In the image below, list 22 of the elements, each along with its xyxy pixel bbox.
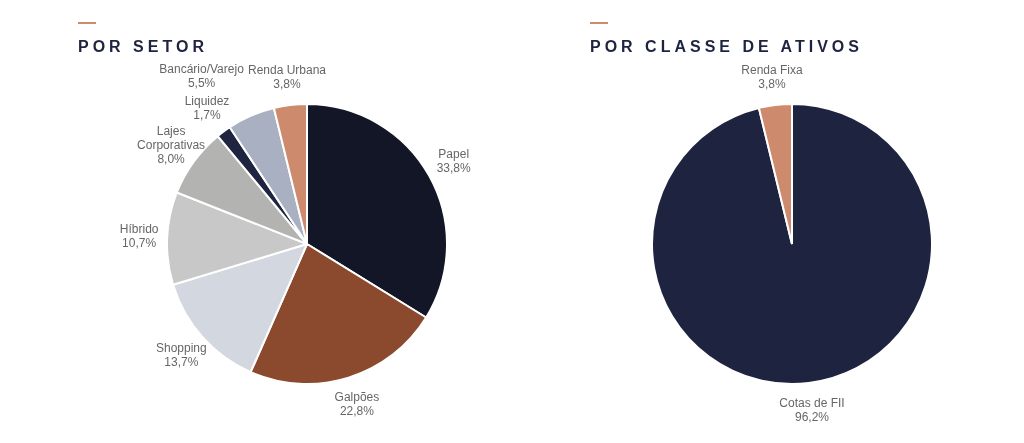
data-label: 13,7% (164, 354, 199, 369)
data-label: 8,0% (157, 151, 186, 166)
data-label: 3,8% (758, 76, 786, 91)
slice-label: Renda Fixa (741, 62, 803, 77)
slice-label: Bancário/Varejo (159, 61, 245, 76)
slice-label: Galpões (334, 389, 380, 404)
data-label: 3,8% (273, 76, 301, 91)
slice-label: Papel (438, 147, 470, 162)
data-label: 33,8% (436, 161, 472, 176)
slice-label: Cotas de FII (779, 396, 845, 411)
data-label: 10,7% (122, 236, 157, 251)
slice-label: Lajes Corporativas (137, 123, 206, 152)
slice-label: Liquidez (184, 94, 230, 109)
slice-label: Shopping (155, 340, 207, 355)
data-label: 5,5% (187, 75, 216, 90)
data-label: 96,2% (794, 410, 830, 425)
data-label: 22,8% (339, 403, 375, 418)
chart-title: POR SETOR (78, 38, 208, 56)
slice-label: Renda Urbana (247, 62, 327, 77)
chart-title: POR CLASSE DE ATIVOS (590, 38, 863, 56)
data-label: 1,7% (193, 108, 221, 123)
slice-label: Híbrido (119, 222, 159, 237)
